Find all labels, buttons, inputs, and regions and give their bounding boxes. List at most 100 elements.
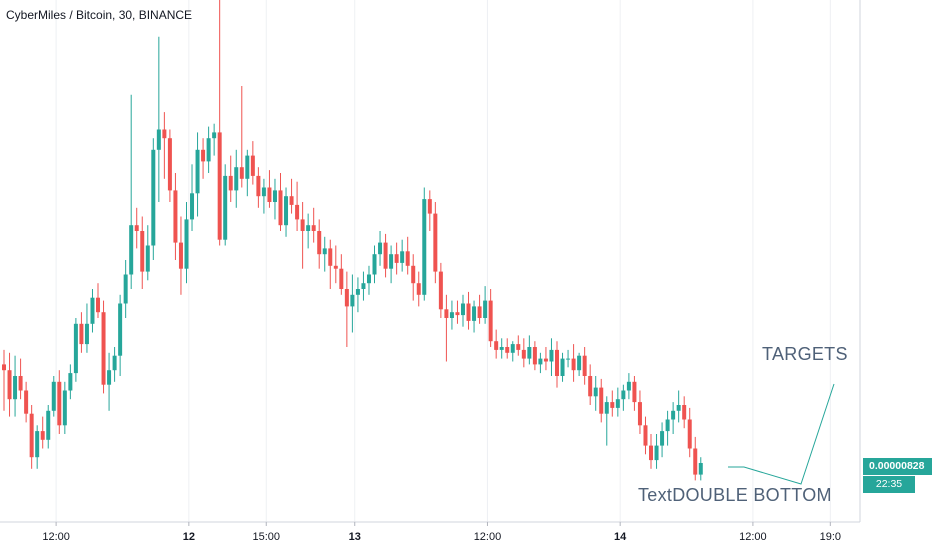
candle-body — [118, 303, 123, 356]
candle-up — [212, 123, 217, 156]
double-bottom-label[interactable]: TextDOUBLE BOTTOM — [638, 485, 832, 505]
targets-label[interactable]: TARGETS — [762, 344, 848, 364]
candle-up — [654, 434, 659, 469]
x-tick-label: 19:0 — [820, 531, 841, 543]
candle-up — [378, 231, 383, 266]
annotation-lines[interactable] — [728, 383, 835, 485]
candle-body — [167, 138, 172, 191]
candle-body — [350, 294, 355, 307]
candle-down — [543, 347, 548, 371]
candle-down — [582, 347, 587, 385]
candle-body — [516, 344, 521, 350]
candle-body — [671, 410, 676, 420]
candle-down — [101, 300, 106, 394]
candle-down — [7, 352, 12, 417]
candle-body — [510, 344, 515, 353]
candle-down — [433, 202, 438, 284]
candle-body — [698, 463, 703, 475]
candle-down — [300, 202, 305, 269]
candle-up — [190, 164, 195, 231]
candle-down — [521, 338, 526, 368]
candle-timer-badge: 22:35 — [863, 476, 915, 493]
candle-body — [40, 431, 45, 440]
candle-up — [195, 132, 200, 217]
candle-body — [134, 225, 139, 231]
candle-body — [190, 193, 195, 220]
x-tick-label: 12:00 — [474, 531, 502, 543]
candle-down — [228, 155, 233, 202]
candle-body — [140, 231, 145, 272]
candle-up — [671, 402, 676, 434]
candle-up — [615, 387, 620, 417]
candle-body — [178, 242, 183, 269]
candle-body — [234, 167, 239, 191]
candle-body — [13, 376, 18, 400]
candle-up — [46, 405, 51, 449]
candle-body — [184, 219, 189, 269]
candle-up — [698, 457, 703, 481]
candle-body — [151, 149, 156, 246]
candle-down — [571, 344, 576, 382]
candle-up — [510, 341, 515, 362]
candle-up — [422, 187, 427, 301]
candle-body — [311, 225, 316, 231]
candle-down — [96, 283, 101, 318]
candle-body — [256, 175, 261, 197]
candle-body — [317, 231, 322, 255]
candle-down — [79, 312, 84, 353]
candle-down — [632, 376, 637, 411]
candle-up — [449, 300, 454, 330]
x-tick-label: 13 — [349, 531, 361, 543]
candle-down — [427, 190, 432, 231]
candle-up — [306, 213, 311, 249]
candle-body — [676, 405, 681, 411]
candle-down — [295, 181, 300, 231]
candle-body — [494, 341, 499, 350]
candle-up — [35, 425, 40, 469]
candle-up — [472, 300, 477, 333]
candle-body — [610, 402, 615, 408]
candle-down — [588, 364, 593, 405]
candle-up — [577, 352, 582, 376]
candle-body — [51, 381, 56, 411]
candle-down — [532, 341, 537, 371]
candle-up — [272, 178, 277, 220]
candle-body — [18, 376, 23, 391]
time-axis[interactable]: 12:00 12 15:00 13 12:00 14 12:00 19:0 — [42, 522, 841, 543]
candle-body — [383, 242, 388, 269]
candles — [2, 0, 703, 481]
candle-up — [355, 277, 360, 313]
candle-up — [350, 274, 355, 333]
candle-body — [145, 245, 150, 272]
candle-down — [333, 245, 338, 284]
candle-up — [123, 260, 128, 318]
candle-up — [549, 338, 554, 376]
candle-body — [289, 196, 294, 205]
candle-down — [383, 233, 388, 278]
double-bottom-line[interactable] — [728, 383, 835, 485]
candle-body — [405, 251, 410, 266]
candle-body — [68, 373, 73, 391]
x-tick-label: 12:00 — [739, 531, 767, 543]
candle-body — [24, 390, 29, 414]
candle-down — [339, 254, 344, 295]
candle-body — [460, 303, 465, 316]
candle-up — [112, 347, 117, 382]
candle-body — [129, 225, 134, 275]
candle-down — [289, 178, 294, 214]
candle-down — [488, 289, 493, 347]
candle-down — [455, 300, 460, 324]
candle-body — [687, 419, 692, 449]
candle-body — [660, 431, 665, 446]
candle-body — [621, 390, 626, 400]
candle-body — [62, 390, 67, 426]
candle-body — [278, 190, 283, 226]
candle-down — [256, 167, 261, 208]
candle-body — [217, 132, 222, 240]
candle-body — [261, 187, 266, 197]
candle-body — [449, 312, 454, 318]
candle-body — [649, 445, 654, 461]
candle-down — [411, 254, 416, 301]
candle-down — [29, 405, 34, 469]
